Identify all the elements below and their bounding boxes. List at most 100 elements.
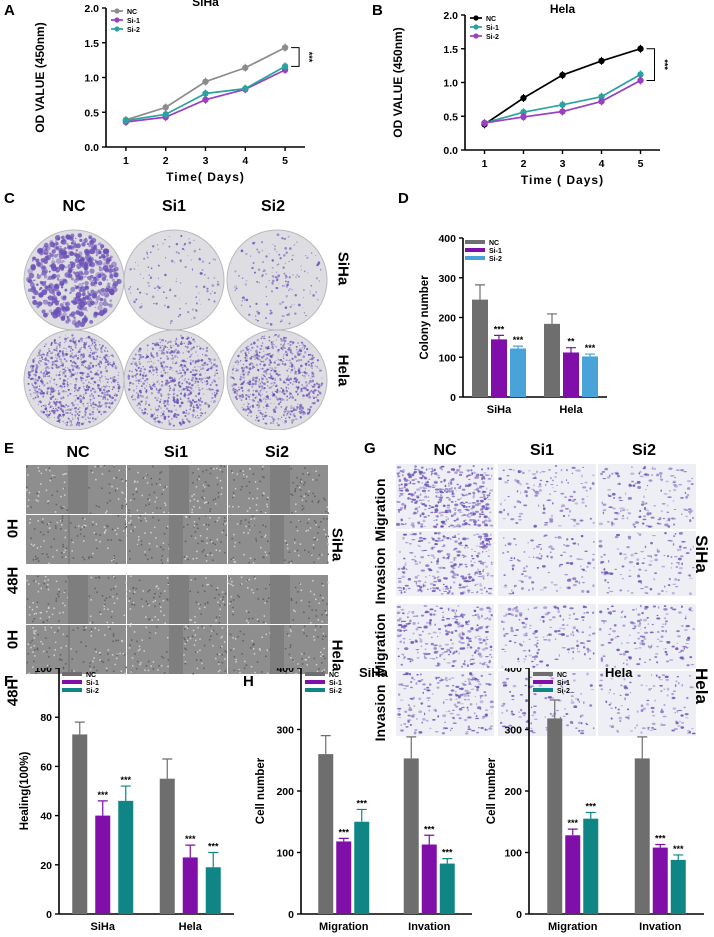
colony-dot — [159, 415, 162, 417]
colony-dot — [208, 299, 210, 301]
colony-dot — [315, 291, 318, 294]
colony-dot — [239, 378, 242, 381]
colony-dot — [69, 370, 72, 374]
colony-dot — [103, 349, 106, 352]
colony-dot — [176, 418, 178, 420]
y-tick-label: 100 — [438, 352, 456, 364]
colony-dot — [291, 419, 294, 422]
colony-dot — [155, 302, 158, 305]
colony-dot — [87, 381, 90, 384]
colony-dot — [74, 407, 77, 410]
cell-speck — [166, 525, 169, 528]
colony-dot — [293, 304, 295, 306]
colony-dot — [61, 360, 63, 362]
cell-speck — [148, 494, 151, 496]
colony-dot — [270, 355, 273, 359]
colony-dot — [263, 414, 267, 417]
colony-dot — [299, 403, 303, 407]
colony-dot — [193, 316, 196, 320]
cell-speck — [46, 610, 48, 613]
cell-speck — [35, 580, 37, 583]
cell-speck — [214, 543, 216, 546]
colony-dot — [142, 382, 145, 385]
colony-dot — [92, 279, 94, 282]
colony-dot — [35, 258, 40, 263]
colony-dot — [40, 389, 42, 391]
colony-dot — [274, 366, 277, 369]
colony-dot — [179, 313, 182, 316]
colony-dot — [264, 375, 266, 378]
colony-dot — [35, 364, 37, 366]
colony-dot — [32, 384, 34, 387]
colony-dot — [96, 348, 99, 351]
colony-dot — [288, 289, 290, 292]
cell-speck — [221, 471, 224, 473]
colony-dot — [92, 355, 95, 358]
panel-letter-g: G — [364, 440, 376, 457]
colony-dot — [311, 385, 314, 388]
colony-dot — [172, 396, 176, 399]
cell-speck — [261, 671, 263, 673]
error-bar — [513, 345, 523, 349]
colony-dot — [138, 353, 140, 356]
y-axis-label: OD VALUE (450nm) — [391, 27, 405, 137]
colony-dot — [283, 410, 285, 412]
colony-dot — [261, 275, 264, 278]
cell-speck — [62, 666, 65, 669]
colony-dot — [261, 249, 264, 252]
colony-dot — [158, 277, 160, 279]
colony-dot — [313, 392, 315, 395]
colony-dot — [182, 421, 186, 425]
colony-dot — [193, 373, 196, 377]
colony-dot — [42, 372, 45, 375]
cell-speck — [260, 510, 262, 513]
cell-speck — [161, 562, 164, 564]
cell-speck — [54, 525, 57, 527]
cell-speck — [105, 529, 107, 532]
cell-speck — [216, 483, 219, 486]
cell-speck — [267, 496, 269, 499]
cell-speck — [209, 552, 212, 554]
colony-dot — [162, 345, 164, 347]
colony-dot — [129, 292, 132, 294]
cell-speck — [124, 672, 126, 675]
colony-dot — [195, 351, 197, 353]
colony-dot — [267, 397, 270, 400]
cell-speck — [251, 515, 254, 517]
colony-dot — [66, 409, 69, 411]
colony-dot — [159, 362, 163, 365]
colony-dot — [89, 319, 94, 324]
cell-speck — [183, 637, 185, 640]
colony-dot — [34, 279, 36, 281]
colony-dot — [60, 267, 65, 271]
cell-speck — [231, 471, 234, 474]
colony-dot — [41, 309, 46, 314]
stained-cell — [431, 467, 433, 471]
colony-dot — [30, 395, 32, 397]
cell-speck — [219, 646, 222, 649]
cell-speck — [316, 670, 319, 673]
colony-dot — [77, 301, 81, 305]
colony-dot — [83, 346, 85, 348]
stained-cell — [460, 493, 463, 495]
cell-speck — [41, 521, 43, 523]
colony-dot — [195, 302, 198, 305]
colony-dot — [304, 368, 307, 370]
colony-dot — [167, 371, 169, 373]
stained-cell — [473, 471, 476, 474]
colony-dot — [114, 366, 118, 370]
cell-speck — [94, 627, 97, 629]
cell-speck — [222, 600, 225, 603]
cell-speck — [327, 536, 329, 539]
colony-dot — [80, 359, 82, 361]
cell-speck — [192, 672, 195, 675]
cell-speck — [167, 559, 169, 562]
colony-dot — [263, 355, 265, 357]
colony-dot — [204, 402, 207, 405]
colony-dot — [196, 417, 198, 419]
cell-speck — [144, 532, 146, 534]
colony-dot — [261, 393, 263, 395]
colony-dot — [106, 279, 108, 281]
colony-dot — [50, 352, 52, 354]
cell-speck — [187, 558, 189, 561]
